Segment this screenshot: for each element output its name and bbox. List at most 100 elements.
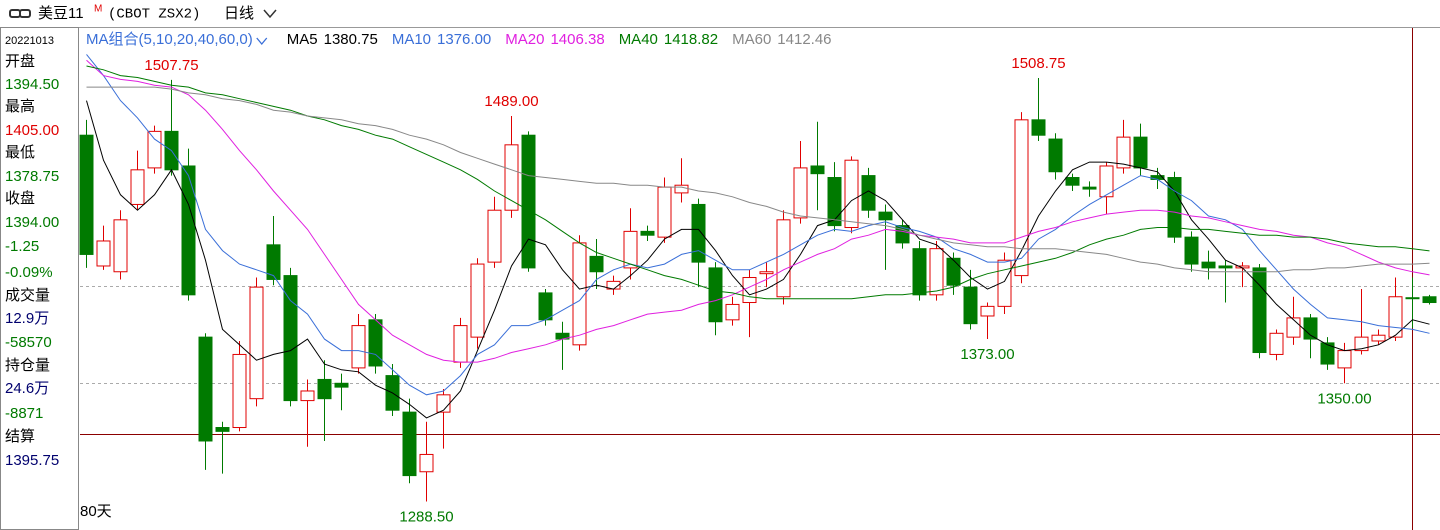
candle-body: [793, 167, 808, 219]
candle-body: [538, 292, 553, 321]
legend-value: 1412.46: [777, 31, 831, 48]
candle-body: [232, 353, 247, 429]
ma-line: [86, 54, 1430, 396]
candle-body: [844, 159, 859, 229]
candle-body: [963, 286, 978, 325]
candle-body: [79, 134, 94, 255]
info-row: -1.25: [5, 238, 39, 255]
legend-value: 1380.75: [324, 31, 378, 48]
candle-body: [130, 169, 145, 205]
info-row: -0.09%: [5, 264, 53, 281]
plot: 1507.75 1489.00 1508.75 1288.50 1373.00 1350.…: [79, 54, 1437, 526]
candle-body: [946, 257, 961, 286]
candle-body: [453, 325, 468, 363]
candle-body: [419, 453, 434, 473]
ma-line: [86, 100, 1430, 419]
candle-body: [589, 255, 604, 273]
info-row: 最低: [5, 144, 35, 161]
link-icon: [9, 9, 31, 18]
candle-body: [1269, 332, 1284, 355]
legend-value: 1376.00: [437, 31, 491, 48]
instrument-code: (CBOT ZSX2): [108, 7, 200, 23]
candle-body: [1218, 265, 1233, 269]
candle-body: [147, 130, 162, 169]
info-row: -8871: [5, 405, 43, 422]
candle-body: [1354, 336, 1369, 352]
candle-body: [521, 134, 536, 269]
candle-body: [1371, 334, 1386, 342]
legend-name: MA40: [619, 31, 658, 48]
candle-body: [470, 263, 485, 338]
title-superscript: M: [94, 4, 102, 15]
candle-body: [1065, 177, 1080, 186]
candle-body: [283, 275, 298, 402]
legend: MA5 1380.75 MA10 1376.00 MA20 1406.38 MA40 1418…: [287, 31, 832, 48]
legend-name: MA20: [505, 31, 544, 48]
instrument-title: 美豆11: [38, 5, 84, 22]
candle-body: [657, 186, 672, 238]
info-row: 开盘: [5, 52, 35, 70]
info-row: 1378.75: [5, 168, 59, 185]
candle-body: [300, 390, 315, 402]
candle-body: [1201, 261, 1216, 269]
ma-line: [86, 59, 1430, 363]
info-row: 12.9万: [5, 310, 49, 327]
candle-body: [317, 378, 332, 400]
candle-body: [674, 184, 689, 194]
info-row: 1405.00: [5, 122, 59, 139]
candle-body: [1184, 236, 1199, 265]
candle-body: [198, 336, 213, 442]
candle-body: [402, 411, 417, 477]
candle-body: [980, 305, 995, 317]
candle-body: [1405, 297, 1420, 300]
candle-body: [1422, 296, 1437, 304]
candle-body: [266, 244, 281, 280]
candle-body: [1116, 136, 1131, 169]
candle-body: [929, 248, 944, 296]
info-row: 1394.50: [5, 76, 59, 93]
candle-body: [1303, 317, 1318, 340]
candle-body: [1014, 119, 1029, 277]
candle-body: [759, 271, 774, 275]
candle-body: [1099, 165, 1114, 198]
ma-group[interactable]: MA组合(5,10,20,40,60,0): [86, 31, 253, 48]
info-rows: 开盘 1394.50 最高 1405.00 最低 1378.75 收盘 1394.00 -1.2…: [5, 52, 59, 469]
info-row: 最高: [5, 98, 35, 115]
info-row: 24.6万: [5, 380, 49, 397]
period-selector[interactable]: 日线: [224, 5, 254, 22]
candle-body: [895, 225, 910, 244]
info-row: 1395.75: [5, 452, 59, 469]
period-chevron[interactable]: [263, 9, 277, 19]
candle-body: [215, 427, 230, 432]
candle-body: [181, 165, 196, 296]
candle-body: [691, 203, 706, 263]
legend-name: MA5: [287, 31, 318, 48]
info-date: 20221013: [5, 35, 54, 47]
legend-value: 1418.82: [664, 31, 718, 48]
candle-body: [725, 303, 740, 321]
info-row: 结算: [5, 427, 35, 445]
candle-body: [1082, 186, 1097, 190]
candle-body: [334, 382, 349, 388]
candle-body: [113, 219, 128, 273]
info-panel: [0, 27, 79, 530]
ma-line: [86, 86, 1430, 273]
candle-body: [249, 286, 264, 400]
extreme-label: 1373.00: [960, 346, 1014, 363]
extreme-label: 1288.50: [399, 509, 453, 526]
legend-value: 1406.38: [550, 31, 604, 48]
legend-name: MA10: [392, 31, 431, 48]
info-row: 收盘: [5, 189, 35, 207]
info-row: -58570: [5, 334, 52, 351]
ma-group-chevron[interactable]: [256, 37, 268, 46]
candle-body: [504, 144, 519, 211]
info-row: 持仓量: [5, 357, 50, 374]
candle-body: [96, 240, 111, 267]
candle-body: [827, 177, 842, 227]
legend-name: MA60: [732, 31, 771, 48]
candle-body: [810, 165, 825, 175]
extreme-label: 1507.75: [144, 57, 198, 74]
extreme-label: 1350.00: [1317, 390, 1371, 407]
